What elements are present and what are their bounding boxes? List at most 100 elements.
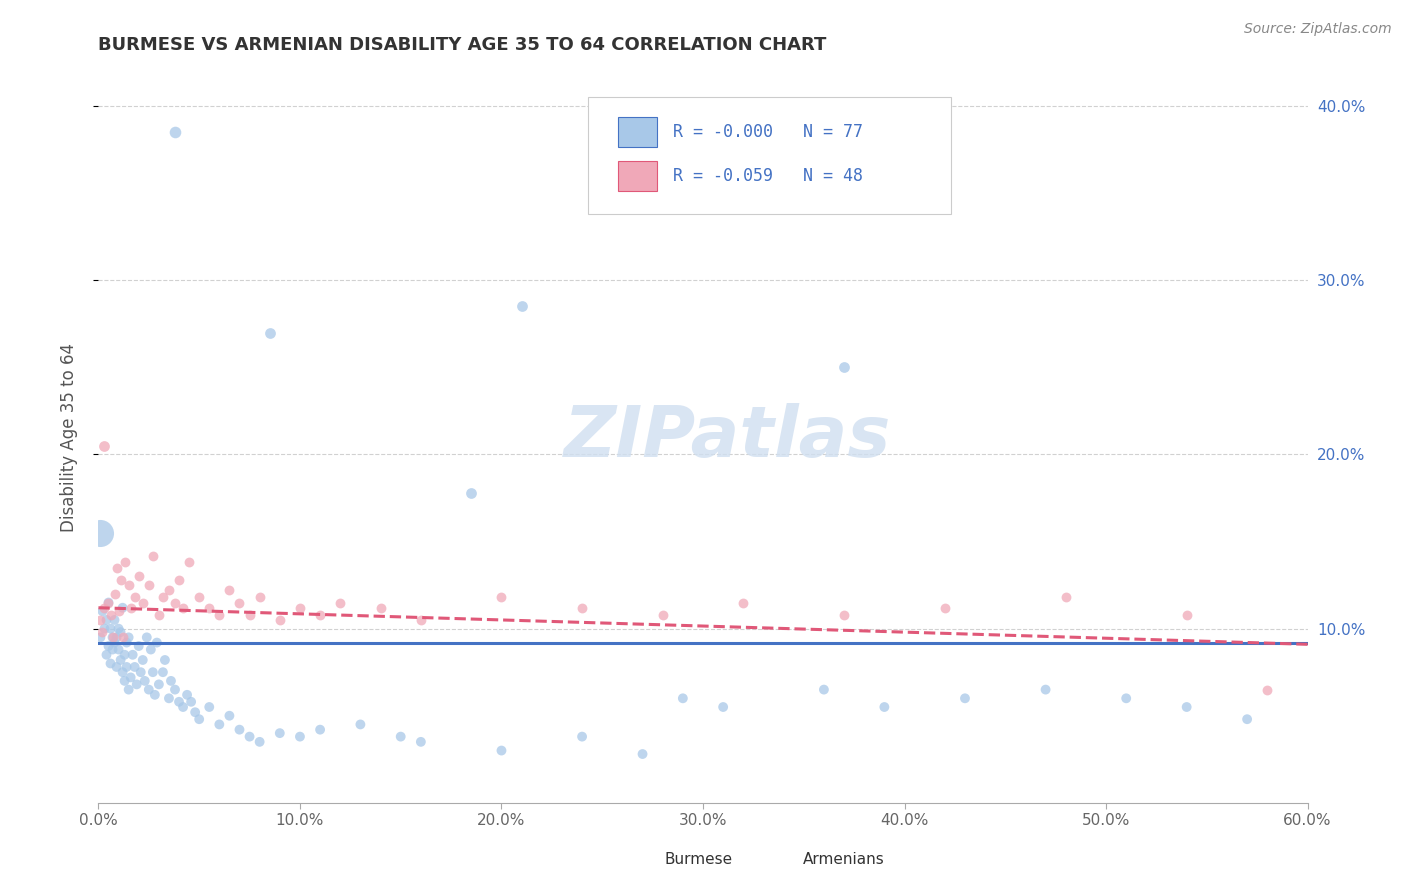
Point xyxy=(370,600,392,615)
Point xyxy=(309,723,332,737)
Point xyxy=(142,549,165,563)
Point xyxy=(125,677,148,691)
Point xyxy=(163,595,186,609)
Point xyxy=(146,635,169,649)
Y-axis label: Disability Age 35 to 64: Disability Age 35 to 64 xyxy=(59,343,77,532)
Point xyxy=(157,583,180,598)
Point xyxy=(89,525,111,540)
Point xyxy=(89,613,111,627)
Point xyxy=(218,583,240,598)
Point xyxy=(138,682,160,697)
Point xyxy=(152,591,174,605)
Point xyxy=(491,591,513,605)
Point xyxy=(309,607,332,622)
Point xyxy=(176,688,198,702)
FancyBboxPatch shape xyxy=(588,97,950,214)
Point xyxy=(631,747,654,761)
Point xyxy=(160,673,183,688)
Point xyxy=(110,625,132,640)
Point xyxy=(107,622,129,636)
FancyBboxPatch shape xyxy=(619,161,657,191)
Text: Source: ZipAtlas.com: Source: ZipAtlas.com xyxy=(1244,22,1392,37)
Point xyxy=(460,485,482,500)
Point xyxy=(733,595,755,609)
Point xyxy=(115,660,138,674)
FancyBboxPatch shape xyxy=(619,118,657,146)
Point xyxy=(100,657,122,671)
Point xyxy=(114,648,136,662)
Point xyxy=(152,665,174,680)
Point xyxy=(571,600,593,615)
Point xyxy=(120,600,142,615)
Point xyxy=(180,695,202,709)
Point xyxy=(163,125,186,139)
Point xyxy=(105,660,128,674)
Point xyxy=(409,735,432,749)
Point xyxy=(269,613,291,627)
Point xyxy=(249,591,271,605)
Point xyxy=(138,578,160,592)
Point xyxy=(100,607,122,622)
Point xyxy=(934,600,956,615)
Point xyxy=(114,556,136,570)
Point xyxy=(105,560,128,574)
Point xyxy=(711,700,734,714)
Point xyxy=(128,639,150,653)
Point xyxy=(103,635,125,649)
Point xyxy=(111,631,134,645)
Point xyxy=(135,631,157,645)
Point xyxy=(93,439,115,453)
Point xyxy=(167,695,190,709)
Point xyxy=(389,730,412,744)
Point xyxy=(101,631,124,645)
Point xyxy=(103,587,125,601)
Point xyxy=(101,642,124,657)
Point xyxy=(97,595,120,609)
Point xyxy=(672,691,695,706)
Point xyxy=(100,622,122,636)
Point xyxy=(167,573,190,587)
Point xyxy=(491,743,513,757)
Point xyxy=(832,607,855,622)
Point xyxy=(107,642,129,657)
Point xyxy=(813,682,835,697)
Point xyxy=(157,691,180,706)
Point xyxy=(124,660,146,674)
Point xyxy=(111,665,134,680)
Point xyxy=(118,578,141,592)
Point xyxy=(103,613,125,627)
Point xyxy=(142,665,165,680)
Point xyxy=(124,591,146,605)
Point xyxy=(115,635,138,649)
Point xyxy=(239,730,262,744)
Point xyxy=(953,691,976,706)
Point xyxy=(198,700,221,714)
Text: R = -0.000   N = 77: R = -0.000 N = 77 xyxy=(673,123,863,141)
Point xyxy=(288,600,311,615)
Point xyxy=(101,631,124,645)
Point xyxy=(409,613,432,627)
Point xyxy=(1035,682,1057,697)
Point xyxy=(239,607,262,622)
Point xyxy=(179,556,201,570)
Point xyxy=(91,604,114,618)
Point xyxy=(148,677,170,691)
Text: ZIPatlas: ZIPatlas xyxy=(564,402,891,472)
Point xyxy=(571,730,593,744)
Point xyxy=(269,726,291,740)
Point xyxy=(184,705,207,719)
Point xyxy=(153,653,176,667)
Point xyxy=(172,700,194,714)
Point xyxy=(114,673,136,688)
Point xyxy=(148,607,170,622)
Text: R = -0.059   N = 48: R = -0.059 N = 48 xyxy=(673,167,863,185)
Point xyxy=(208,607,231,622)
Point xyxy=(873,700,896,714)
Point xyxy=(1256,682,1278,697)
Point xyxy=(259,326,281,340)
Point xyxy=(188,712,211,726)
Text: Burmese: Burmese xyxy=(664,853,733,867)
Point xyxy=(510,300,533,314)
Point xyxy=(1236,712,1258,726)
Point xyxy=(129,665,152,680)
